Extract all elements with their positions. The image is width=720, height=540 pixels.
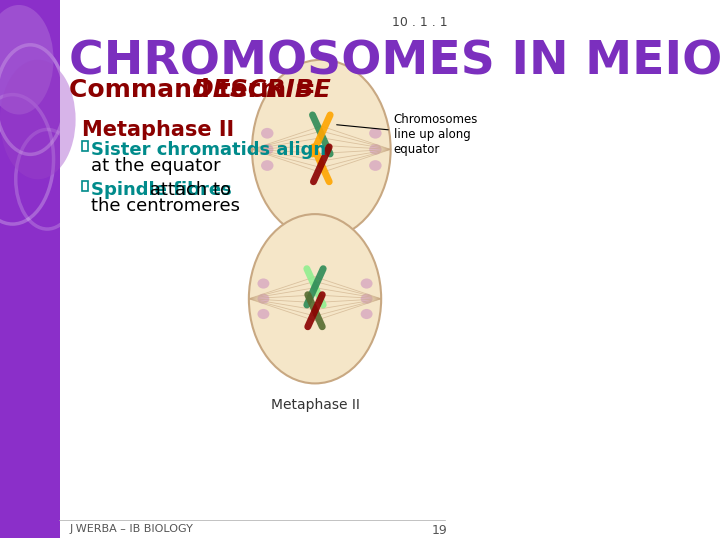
- Ellipse shape: [261, 160, 274, 171]
- Circle shape: [0, 5, 53, 114]
- Ellipse shape: [369, 144, 382, 155]
- Text: the centromeres: the centromeres: [91, 197, 240, 215]
- Text: Sister chromatids align: Sister chromatids align: [91, 141, 326, 159]
- Ellipse shape: [361, 309, 372, 319]
- Ellipse shape: [361, 279, 372, 288]
- Text: attach to: attach to: [144, 181, 230, 199]
- Text: Metaphase II: Metaphase II: [82, 119, 234, 139]
- Text: at the equator: at the equator: [91, 157, 221, 176]
- Ellipse shape: [261, 128, 274, 139]
- Text: DESCRIBE: DESCRIBE: [192, 78, 331, 102]
- Ellipse shape: [369, 128, 382, 139]
- FancyBboxPatch shape: [82, 181, 89, 191]
- Text: Spindle fibres: Spindle fibres: [91, 181, 232, 199]
- Bar: [0, 0, 60, 538]
- Ellipse shape: [369, 160, 382, 171]
- Ellipse shape: [252, 60, 391, 239]
- Text: Metaphase II: Metaphase II: [271, 399, 359, 413]
- Ellipse shape: [361, 294, 372, 304]
- Text: Command term =: Command term =: [69, 78, 325, 102]
- Ellipse shape: [258, 309, 269, 319]
- Text: Chromosomes
line up along
equator: Chromosomes line up along equator: [337, 113, 478, 156]
- Text: J WERBA – IB BIOLOGY: J WERBA – IB BIOLOGY: [69, 524, 193, 534]
- Ellipse shape: [258, 279, 269, 288]
- Ellipse shape: [258, 294, 269, 304]
- Text: 10 . 1 . 1: 10 . 1 . 1: [392, 16, 447, 29]
- Ellipse shape: [261, 144, 274, 155]
- Circle shape: [0, 60, 76, 179]
- FancyBboxPatch shape: [82, 141, 89, 151]
- Text: 19: 19: [431, 524, 447, 537]
- Text: CHROMOSOMES IN MEIOSIS: CHROMOSOMES IN MEIOSIS: [69, 40, 720, 85]
- Ellipse shape: [249, 214, 381, 383]
